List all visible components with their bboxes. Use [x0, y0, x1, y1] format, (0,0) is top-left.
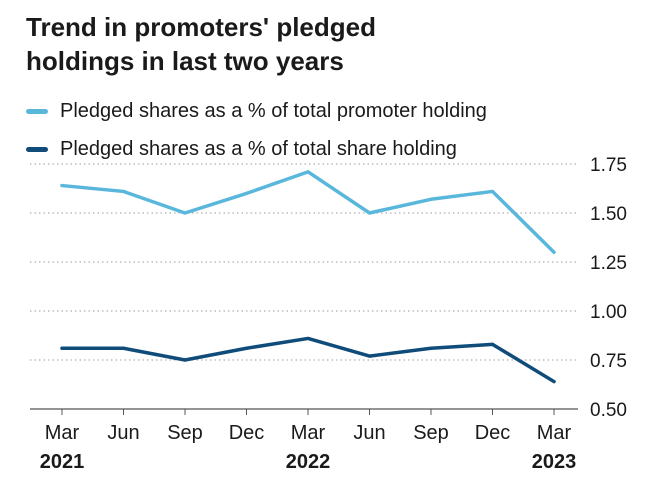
- data-point: [60, 183, 64, 188]
- x-tick-label: Sep: [167, 422, 203, 444]
- x-tick-label: Mar: [291, 422, 326, 444]
- legend-item-promoter-holding: Pledged shares as a % of total promoter …: [26, 92, 646, 130]
- x-tick-label: Dec: [475, 422, 511, 444]
- x-tick-label: Mar: [537, 422, 572, 444]
- x-tick-label: Dec: [229, 422, 265, 444]
- data-point: [429, 197, 433, 201]
- year-label: 2021: [40, 451, 85, 473]
- legend-label-promoter-holding: Pledged shares as a % of total promoter …: [60, 99, 487, 122]
- chart-title-line-1: Trend in promoters' pledged: [26, 12, 376, 42]
- data-point: [367, 211, 372, 215]
- year-label: 2023: [532, 451, 577, 473]
- data-point: [121, 189, 126, 194]
- y-tick-label: 0.75: [590, 351, 627, 372]
- x-tick-label: Mar: [45, 422, 80, 444]
- legend-swatch-share-holding: [26, 146, 48, 152]
- x-tick-label: Jun: [353, 422, 385, 444]
- data-point: [552, 250, 556, 254]
- legend-swatch-promoter-holding: [26, 108, 48, 114]
- x-tick-label: Sep: [413, 422, 449, 444]
- data-point: [183, 211, 187, 215]
- data-point: [60, 346, 64, 350]
- chart-title: Trend in promoters' pledged holdings in …: [26, 10, 626, 78]
- data-point: [183, 358, 187, 362]
- y-tick-label: 0.50: [590, 400, 627, 421]
- year-label: 2022: [286, 451, 331, 473]
- data-point: [490, 189, 495, 194]
- data-point: [306, 170, 310, 174]
- legend-item-share-holding: Pledged shares as a % of total share hol…: [26, 130, 646, 168]
- data-point: [552, 379, 556, 384]
- y-tick-label: 1.75: [590, 155, 627, 176]
- data-point: [490, 342, 495, 346]
- chart-title-line-2: holdings in last two years: [26, 46, 344, 76]
- series-line-promoter-holding: [60, 170, 556, 254]
- data-point: [367, 354, 372, 358]
- data-point: [121, 346, 126, 350]
- y-tick-label: 1.25: [590, 253, 627, 274]
- data-point: [306, 336, 310, 341]
- y-tick-label: 1.50: [590, 204, 627, 225]
- data-point: [244, 191, 249, 195]
- data-point: [429, 346, 433, 350]
- x-tick-label: Jun: [107, 422, 139, 444]
- legend: Pledged shares as a % of total promoter …: [26, 92, 646, 168]
- data-point: [244, 346, 249, 350]
- legend-label-share-holding: Pledged shares as a % of total share hol…: [60, 137, 457, 160]
- y-tick-label: 1.00: [590, 302, 627, 323]
